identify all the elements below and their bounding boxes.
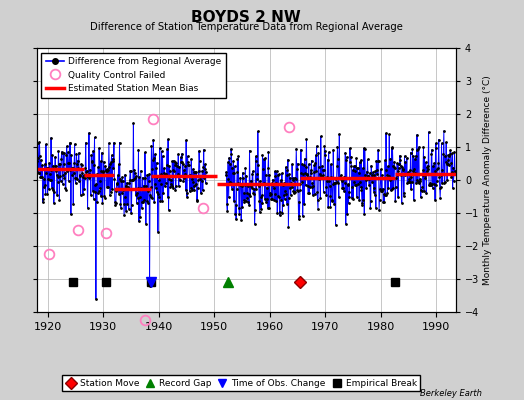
- Text: BOYDS 2 NW: BOYDS 2 NW: [191, 10, 301, 25]
- Y-axis label: Monthly Temperature Anomaly Difference (°C): Monthly Temperature Anomaly Difference (…: [484, 75, 493, 285]
- Legend: Difference from Regional Average, Quality Control Failed, Estimated Station Mean: Difference from Regional Average, Qualit…: [41, 52, 226, 98]
- Text: Berkeley Earth: Berkeley Earth: [420, 389, 482, 398]
- Text: Difference of Station Temperature Data from Regional Average: Difference of Station Temperature Data f…: [90, 22, 403, 32]
- Legend: Station Move, Record Gap, Time of Obs. Change, Empirical Break: Station Move, Record Gap, Time of Obs. C…: [62, 375, 420, 392]
